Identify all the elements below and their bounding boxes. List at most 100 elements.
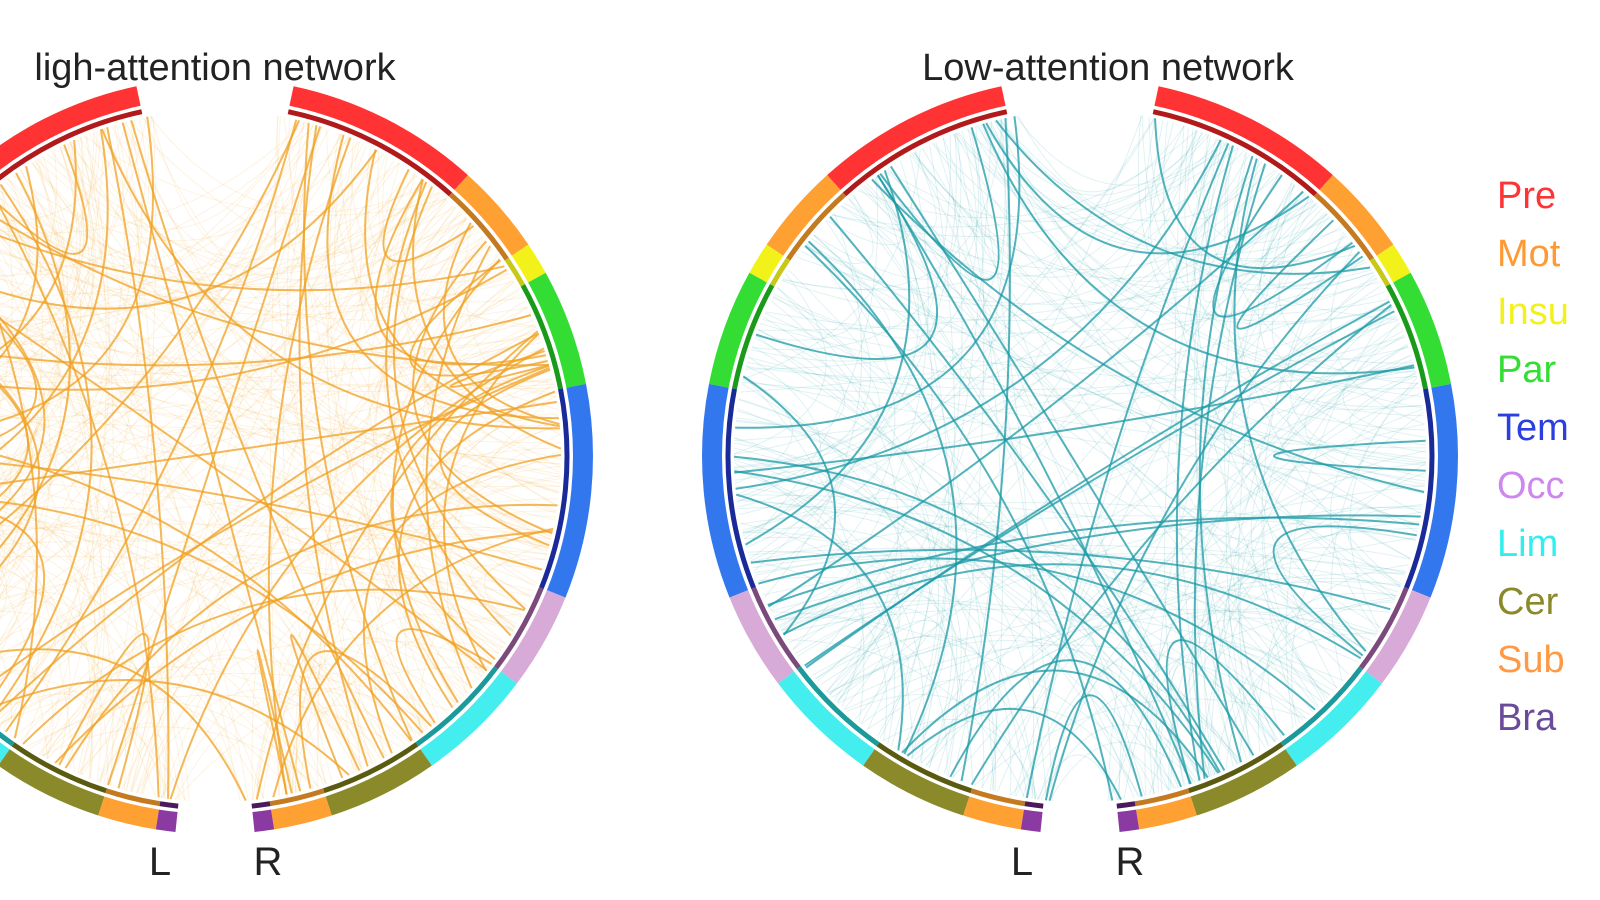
edge	[741, 363, 1414, 397]
edge	[122, 734, 168, 799]
region-segment-outer	[963, 796, 1025, 830]
edge	[1149, 688, 1239, 795]
edge	[107, 173, 416, 786]
edge	[0, 670, 54, 759]
edge	[0, 652, 13, 736]
edge	[174, 687, 433, 800]
edge-strong	[130, 120, 385, 759]
edge	[349, 141, 562, 460]
edge	[0, 343, 34, 598]
edge	[336, 144, 427, 254]
edge	[860, 679, 1037, 800]
edge	[0, 378, 553, 720]
region-segment-inner	[415, 666, 499, 747]
edge	[0, 547, 547, 600]
region-segment-inner	[1313, 192, 1374, 261]
edge-strong	[382, 168, 475, 263]
edge	[772, 234, 891, 334]
edge	[125, 149, 377, 791]
edge-strong	[0, 268, 508, 391]
region-segment-inner	[1152, 109, 1318, 197]
region-segment-outer	[1020, 809, 1043, 832]
edge	[0, 491, 126, 790]
edge-strong	[742, 375, 837, 636]
edge	[0, 234, 6, 243]
edge	[469, 564, 542, 628]
edge	[734, 467, 925, 764]
region-segment-outer	[454, 175, 529, 256]
edge	[415, 513, 556, 652]
edge	[43, 657, 420, 757]
region-segment-outer	[766, 175, 841, 256]
edge	[0, 146, 90, 339]
edge	[92, 131, 414, 740]
region-segment-outer	[702, 383, 749, 598]
edge	[925, 306, 1393, 767]
edge	[829, 653, 910, 737]
edge	[805, 244, 1381, 628]
edge	[891, 121, 992, 747]
edge	[0, 115, 152, 643]
edge	[920, 527, 1419, 764]
edge-strong	[0, 323, 38, 437]
edge	[1287, 336, 1426, 466]
edge	[42, 346, 544, 757]
edge	[0, 119, 136, 359]
edge	[1238, 183, 1295, 758]
edge	[1238, 599, 1395, 764]
edge	[757, 243, 1354, 331]
edge	[0, 518, 474, 688]
edge	[423, 222, 547, 555]
edge	[913, 152, 1411, 560]
edge-strong	[256, 649, 293, 795]
edge	[911, 581, 1402, 759]
edge-strong	[906, 708, 1122, 801]
edge	[0, 374, 114, 786]
edge	[742, 531, 1036, 800]
edge	[736, 417, 878, 531]
edge	[907, 240, 1352, 757]
edge	[952, 371, 1416, 779]
edge	[0, 159, 395, 717]
edge	[0, 584, 180, 801]
edge	[0, 575, 49, 759]
edge	[750, 560, 888, 741]
edge	[1188, 648, 1306, 777]
edge	[97, 326, 537, 782]
edge	[757, 576, 1156, 794]
edge	[0, 157, 81, 466]
region-segment-outer	[528, 272, 587, 388]
edge-strong	[290, 634, 361, 779]
edge	[1038, 610, 1373, 800]
edge	[1278, 196, 1414, 364]
edge	[914, 151, 1179, 788]
edge-strong	[58, 632, 150, 789]
edge	[0, 485, 560, 536]
region-segment-inner	[520, 284, 563, 390]
edge	[831, 145, 1234, 228]
edge	[744, 536, 901, 725]
edge	[835, 373, 1417, 702]
edge-strong	[734, 364, 1415, 474]
connection-edges	[0, 115, 562, 802]
edge-strong	[0, 235, 505, 292]
region-segment-inner	[1369, 257, 1391, 287]
region-segment-outer	[1319, 175, 1394, 256]
edge	[382, 155, 556, 395]
edge	[734, 442, 902, 703]
edge	[0, 386, 93, 779]
edge	[1267, 592, 1397, 738]
edge	[0, 589, 42, 640]
edge	[755, 558, 1276, 743]
edge	[913, 152, 1307, 280]
region-segment-outer	[420, 671, 517, 766]
edge	[1123, 305, 1392, 800]
edge	[755, 220, 863, 341]
edge	[757, 328, 939, 753]
edge	[0, 153, 385, 296]
edge	[1233, 152, 1374, 290]
edge	[464, 290, 521, 323]
edge	[748, 547, 1397, 597]
edge-strong	[755, 174, 939, 361]
edge	[0, 591, 83, 756]
